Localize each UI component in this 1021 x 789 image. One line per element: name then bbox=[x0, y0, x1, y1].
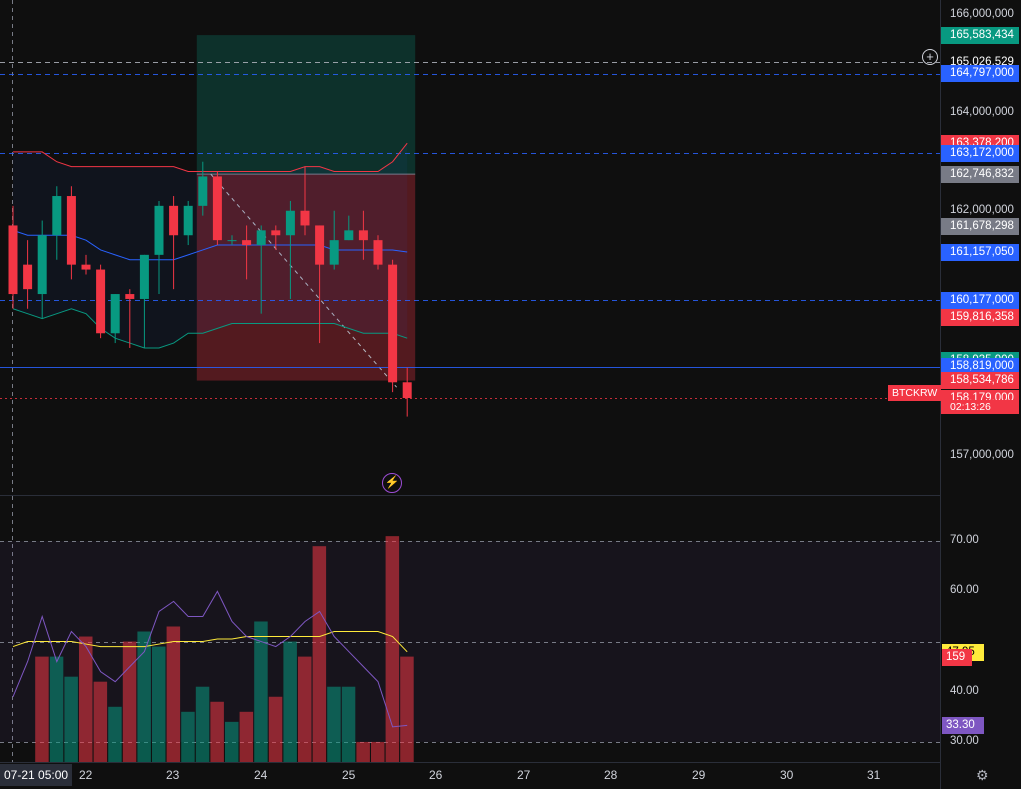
candle-body bbox=[373, 240, 383, 265]
volume-bar bbox=[312, 546, 327, 762]
lower-band-line bbox=[12, 308, 408, 349]
volume-bar bbox=[181, 711, 195, 762]
volume-bar bbox=[254, 621, 268, 762]
date-tick-label: 24 bbox=[254, 768, 268, 782]
rsi-ma-line bbox=[12, 631, 408, 653]
volume-bar bbox=[35, 656, 49, 762]
candle-body bbox=[8, 225, 18, 295]
price-tick-label: 162,000,000 bbox=[950, 203, 1014, 216]
volume-bar bbox=[385, 536, 400, 762]
volume-bar bbox=[298, 656, 312, 762]
candle-body bbox=[256, 230, 266, 246]
candle-body bbox=[212, 176, 222, 241]
volume-bar bbox=[49, 656, 64, 762]
candle-body bbox=[285, 210, 295, 236]
volume-bar bbox=[341, 686, 356, 762]
candle-body bbox=[81, 264, 91, 270]
price-tag: 158,819,000 bbox=[941, 358, 1019, 376]
volume-bar bbox=[64, 676, 78, 762]
candle-body bbox=[300, 210, 310, 226]
upper-band-line bbox=[13, 142, 408, 173]
date-tick-label: 23 bbox=[166, 768, 180, 782]
date-tick-label: 31 bbox=[867, 768, 881, 782]
rsi-value-tag: 33.30 bbox=[942, 717, 984, 735]
candle-body bbox=[154, 205, 164, 255]
volume-bar bbox=[166, 626, 181, 762]
candle-body bbox=[242, 240, 252, 246]
volume-bar bbox=[239, 711, 254, 762]
volume-bar bbox=[93, 681, 108, 762]
rsi-tick-label: 60.00 bbox=[950, 584, 979, 597]
candle-body bbox=[110, 294, 120, 334]
volume-bar bbox=[137, 631, 151, 762]
volume-bar bbox=[371, 741, 385, 762]
candle-body bbox=[358, 230, 368, 241]
candle-body bbox=[125, 294, 135, 299]
price-tag: 161,157,050 bbox=[941, 243, 1019, 261]
date-tick-label: 22 bbox=[79, 768, 93, 782]
volume-bar bbox=[195, 686, 210, 762]
profit-zone bbox=[196, 35, 416, 175]
bolt-icon[interactable]: ⚡ bbox=[382, 473, 402, 493]
symbol-tag: BTCKRW bbox=[888, 385, 942, 401]
date-tick-label: 26 bbox=[429, 768, 443, 782]
candle-body bbox=[52, 196, 62, 236]
volume-bar bbox=[268, 696, 283, 762]
candle-body bbox=[344, 230, 354, 241]
candle-body bbox=[271, 230, 281, 236]
price-tag: 160,177,000 bbox=[941, 291, 1019, 309]
rsi-line bbox=[12, 590, 408, 728]
date-tick-label: 29 bbox=[692, 768, 706, 782]
candle-body bbox=[139, 254, 149, 299]
rsi-tick-label: 70.00 bbox=[950, 534, 979, 547]
volume-bar bbox=[356, 741, 370, 762]
price-tick-label: 166,000,000 bbox=[950, 7, 1014, 20]
price-tag: 165,583,434 bbox=[941, 26, 1019, 44]
position-path bbox=[210, 173, 397, 388]
candle-body bbox=[66, 196, 76, 265]
loss-zone bbox=[196, 174, 416, 381]
candle-body bbox=[388, 264, 398, 383]
volume-bar bbox=[152, 646, 166, 762]
volume-bar bbox=[327, 686, 341, 762]
price-tag: 164,797,000 bbox=[941, 65, 1019, 83]
date-tick-label: 28 bbox=[604, 768, 618, 782]
plus-circle-icon[interactable]: + bbox=[922, 49, 938, 65]
candle-body bbox=[227, 240, 237, 242]
price-tick-label: 164,000,000 bbox=[950, 105, 1014, 118]
candle-body bbox=[96, 269, 106, 334]
volume-bar bbox=[122, 641, 137, 762]
date-tick-label: 30 bbox=[780, 768, 794, 782]
candle-body bbox=[37, 235, 47, 295]
volume-bar bbox=[79, 636, 93, 762]
rsi-tick-label: 30.00 bbox=[950, 734, 979, 747]
price-tag: 158,534,786 bbox=[941, 372, 1019, 390]
date-tick-label: 27 bbox=[517, 768, 531, 782]
volume-bar bbox=[225, 721, 239, 762]
gear-icon[interactable]: ⚙ bbox=[976, 767, 989, 783]
volume-bar bbox=[283, 641, 297, 762]
date-tick-label: 25 bbox=[342, 768, 356, 782]
bar-countdown: 02:13:26 bbox=[941, 400, 1019, 414]
volume-value-tag: 159 bbox=[942, 648, 972, 666]
candle-body bbox=[169, 205, 179, 236]
rsi-tick-label: 40.00 bbox=[950, 684, 979, 697]
volume-bar bbox=[108, 706, 122, 762]
price-tag: 159,816,358 bbox=[941, 309, 1019, 327]
middle-band-line bbox=[12, 229, 408, 261]
candle-body bbox=[198, 176, 208, 206]
price-tag: 163,172,000 bbox=[941, 144, 1019, 162]
volume-bar bbox=[210, 701, 224, 762]
candle-body bbox=[402, 382, 412, 399]
candle-body bbox=[315, 225, 325, 265]
candle-body bbox=[183, 205, 193, 236]
crosshair-date-label: 07-21 05:00 bbox=[0, 764, 73, 786]
price-tick-label: 157,000,000 bbox=[950, 448, 1014, 461]
volume-bar bbox=[400, 656, 414, 762]
price-tag: 161,678,298 bbox=[941, 218, 1019, 235]
price-tag: 162,746,832 bbox=[941, 165, 1019, 183]
candle-body bbox=[329, 240, 339, 265]
candle-body bbox=[23, 264, 33, 290]
